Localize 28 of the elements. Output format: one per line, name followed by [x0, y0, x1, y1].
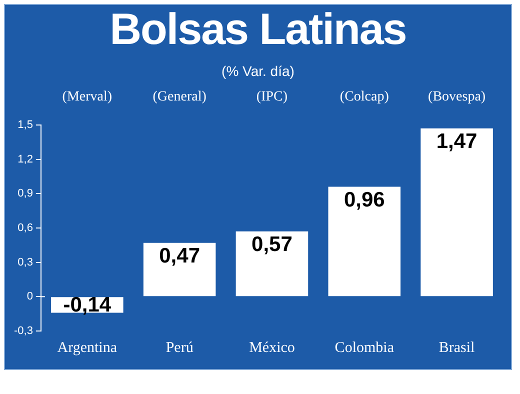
y-tick-label: 1,5 [18, 119, 33, 132]
chart-title: Bolsas Latinas [108, 5, 408, 55]
text: (Colcap) [340, 90, 390, 105]
x-tick-label: Argentina [57, 340, 118, 356]
x-tick-label: México [249, 340, 295, 356]
y-tick-label: -0,3 [14, 325, 33, 338]
data-label: 0,47 [159, 244, 200, 268]
text: (IPC) [256, 90, 288, 105]
x-tick-label: Perú [166, 340, 194, 356]
bar [236, 231, 308, 296]
text: (Merval) [62, 90, 112, 105]
y-tick-label: 0 [26, 290, 33, 303]
bar [143, 242, 216, 296]
data-label: 1,47 [436, 130, 478, 154]
text: (Bovespa) [428, 90, 486, 105]
bar [328, 186, 401, 296]
y-tick-label: 0,3 [18, 256, 33, 268]
y-tick-label: 0,9 [18, 188, 33, 200]
text: (General) [152, 90, 207, 105]
data-label: 0,96 [344, 188, 385, 212]
x-tick-label: Brasil [438, 340, 475, 356]
data-label: 0,57 [252, 233, 292, 256]
y-tick-label: 1,2 [18, 153, 33, 166]
bar [420, 128, 493, 296]
data-label: -0,14 [63, 294, 112, 317]
y-tick-label: 0,6 [18, 222, 33, 234]
chart-subtitle: (% Var. día) [220, 63, 296, 79]
x-tick-label: Colombia [334, 340, 394, 356]
